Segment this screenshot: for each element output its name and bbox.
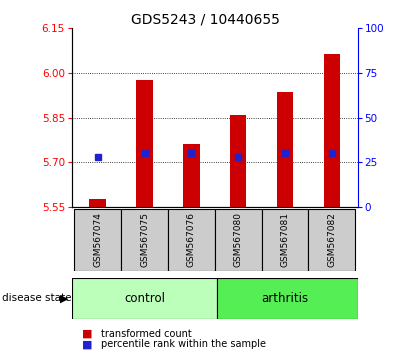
Text: GDS5243 / 10440655: GDS5243 / 10440655: [131, 12, 280, 27]
Text: GSM567074: GSM567074: [93, 212, 102, 267]
Text: GSM567081: GSM567081: [280, 212, 289, 267]
Bar: [308, 209, 355, 271]
Bar: [277, 92, 293, 207]
Text: ▶: ▶: [60, 293, 68, 303]
Bar: [168, 209, 215, 271]
Text: GSM567080: GSM567080: [234, 212, 242, 267]
Bar: [90, 199, 106, 207]
Bar: [230, 115, 246, 207]
Text: GSM567075: GSM567075: [140, 212, 149, 267]
Text: control: control: [124, 292, 165, 305]
Bar: [183, 144, 199, 207]
Bar: [121, 209, 168, 271]
Bar: [72, 278, 217, 319]
Bar: [215, 209, 261, 271]
Bar: [217, 278, 358, 319]
Text: arthritis: arthritis: [261, 292, 309, 305]
Text: transformed count: transformed count: [101, 329, 192, 339]
Text: GSM567082: GSM567082: [327, 212, 336, 267]
Bar: [74, 209, 121, 271]
Text: disease state: disease state: [2, 293, 72, 303]
Text: ■: ■: [82, 329, 93, 339]
Bar: [261, 209, 308, 271]
Bar: [323, 54, 340, 207]
Text: percentile rank within the sample: percentile rank within the sample: [101, 339, 266, 349]
Bar: [136, 80, 153, 207]
Text: GSM567076: GSM567076: [187, 212, 196, 267]
Text: ■: ■: [82, 339, 93, 349]
